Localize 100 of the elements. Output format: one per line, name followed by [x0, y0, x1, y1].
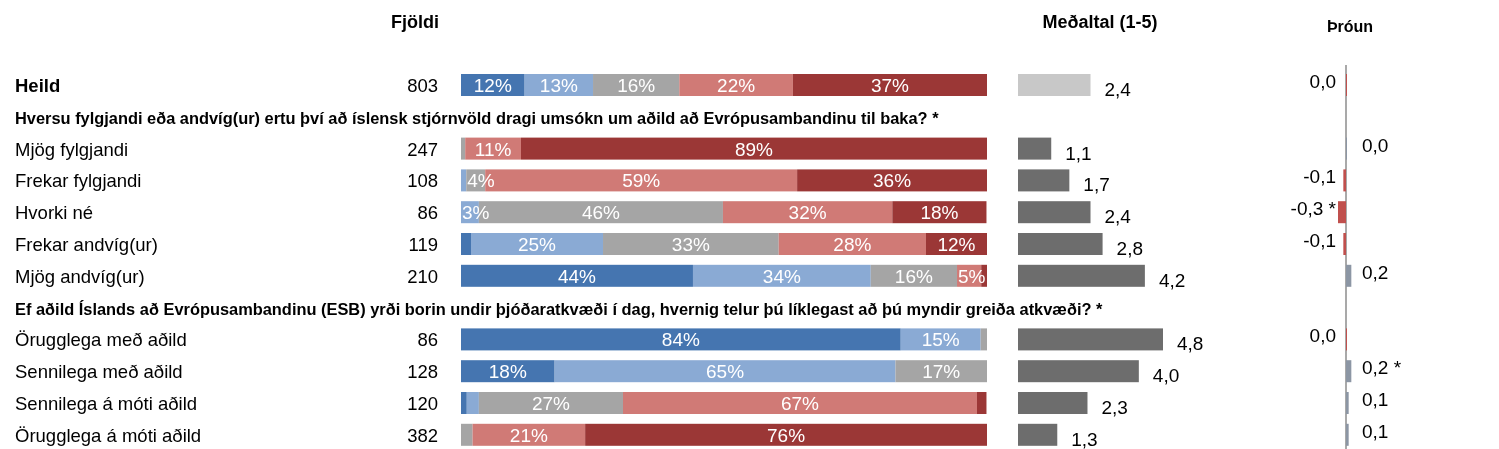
- bar: [466, 392, 479, 414]
- data-label: 36%: [873, 170, 912, 192]
- bar: [520, 137, 987, 160]
- bar: [1018, 201, 1091, 224]
- chart-title: Fjöldi: [391, 12, 439, 32]
- data-label: 0,0: [1362, 134, 1389, 156]
- data-label: 22%: [717, 75, 756, 96]
- bar: [585, 423, 987, 446]
- bar: [778, 233, 926, 255]
- bar: [1018, 392, 1088, 414]
- y2-tick-label: 382: [407, 424, 438, 446]
- y2-tick-label: 86: [417, 329, 438, 351]
- data-label: 84%: [661, 329, 700, 351]
- data-label: 0,0: [1309, 325, 1336, 347]
- bar: [623, 392, 978, 414]
- data-label: 0,1: [1362, 389, 1389, 410]
- data-label: 27%: [531, 393, 571, 414]
- bar: [1018, 264, 1145, 287]
- data-label: 89%: [734, 138, 774, 160]
- bar: [1018, 233, 1103, 255]
- data-label: 0,1: [1362, 420, 1389, 442]
- bar: [478, 392, 624, 414]
- bar: [461, 233, 471, 255]
- data-label: 4,2: [1158, 269, 1186, 291]
- y2-tick-label: 128: [407, 361, 438, 383]
- data-label: 12%: [937, 234, 976, 255]
- bar: [895, 360, 987, 383]
- data-label: 2,4: [1104, 206, 1132, 228]
- y-tick-label: Frekar andvíg(ur): [15, 234, 158, 255]
- data-label: 4%: [467, 170, 495, 192]
- data-label: 4,0: [1152, 365, 1180, 387]
- y2-tick-label: 247: [407, 138, 438, 160]
- bar: [461, 264, 693, 287]
- data-label: 16%: [617, 75, 656, 96]
- data-label: 65%: [706, 361, 745, 383]
- data-label: 25%: [517, 234, 557, 255]
- y2-tick-label: 86: [417, 202, 438, 224]
- data-label: -0,1: [1303, 166, 1336, 188]
- bar: [461, 169, 467, 192]
- data-label: 0,2 *: [1362, 357, 1402, 379]
- data-label: 2,8: [1116, 238, 1144, 259]
- y2-tick-label: 803: [407, 75, 438, 96]
- data-label: 12%: [473, 75, 512, 96]
- data-label: 33%: [671, 234, 710, 255]
- y-tick-label: Heild: [15, 75, 61, 96]
- bar: [1018, 137, 1052, 160]
- data-label: 21%: [509, 424, 548, 446]
- data-label: 1,7: [1083, 174, 1110, 196]
- data-label: 0,2: [1362, 261, 1389, 283]
- data-label: 5%: [958, 265, 986, 287]
- bar: [461, 423, 473, 446]
- bar: [461, 392, 467, 414]
- bar: [470, 233, 604, 255]
- data-label: 0,0: [1309, 71, 1336, 92]
- data-label: 34%: [762, 265, 801, 287]
- bar: [692, 264, 871, 287]
- bar: [1018, 328, 1163, 351]
- y-tick-label: Örugglega með aðild: [15, 329, 187, 351]
- y-tick-label: Sennilega á móti aðild: [15, 393, 198, 414]
- y-tick-label: Ef aðild Íslands að Evrópusambandinu (ESB) yrði borin undir þjóðaratkvæði í dag, hvernig telur þú líklegast að þú myndir greiða atkvæði? *: [15, 299, 1104, 318]
- bar: [603, 233, 779, 255]
- y-tick-label: Frekar fylgjandi: [15, 170, 142, 192]
- bar: [679, 74, 793, 96]
- bar: [1018, 74, 1091, 96]
- data-label: 1,1: [1065, 142, 1092, 164]
- bar: [722, 201, 893, 224]
- data-label: -0,1: [1303, 230, 1336, 251]
- data-label: 46%: [581, 202, 621, 224]
- y2-tick-label: 119: [408, 234, 438, 255]
- data-label: 32%: [788, 202, 827, 224]
- data-label: 28%: [833, 234, 872, 255]
- chart-title: Meðaltal (1-5): [1042, 12, 1158, 32]
- data-label: 2,3: [1101, 397, 1128, 418]
- data-label: 17%: [922, 361, 961, 383]
- y-tick-label: Hvorki né: [15, 202, 94, 224]
- data-label: 11%: [474, 138, 512, 160]
- data-label: 76%: [767, 424, 806, 446]
- bar: [461, 137, 466, 160]
- bar: [977, 392, 987, 414]
- y-tick-label: Mjög andvíg(ur): [15, 265, 145, 287]
- bar: [1018, 169, 1070, 192]
- bar: [1018, 360, 1139, 383]
- y-tick-label: Mjög fylgjandi: [15, 138, 129, 160]
- data-label: 18%: [920, 202, 959, 224]
- y2-tick-label: 120: [407, 393, 438, 414]
- data-label: 15%: [921, 329, 960, 351]
- data-label: 13%: [539, 75, 578, 96]
- y-tick-label: Hversu fylgjandi eða andvíg(ur) ertu því að íslensk stjórnvöld dragi umsókn um aðild að Evrópusambandinu til baka? *: [15, 108, 940, 127]
- data-label: 3%: [462, 202, 490, 224]
- data-label: -0,3 *: [1290, 198, 1337, 220]
- data-label: 67%: [780, 393, 820, 414]
- data-label: 1,3: [1071, 428, 1098, 449]
- y-tick-label: Sennilega með aðild: [15, 361, 183, 383]
- data-label: 16%: [894, 265, 933, 287]
- data-label: 59%: [622, 170, 661, 192]
- data-label: 44%: [557, 265, 597, 287]
- chart-title: Þróun: [1326, 18, 1374, 35]
- y2-tick-label: 210: [407, 265, 438, 287]
- bar: [980, 328, 987, 351]
- bar: [792, 74, 987, 96]
